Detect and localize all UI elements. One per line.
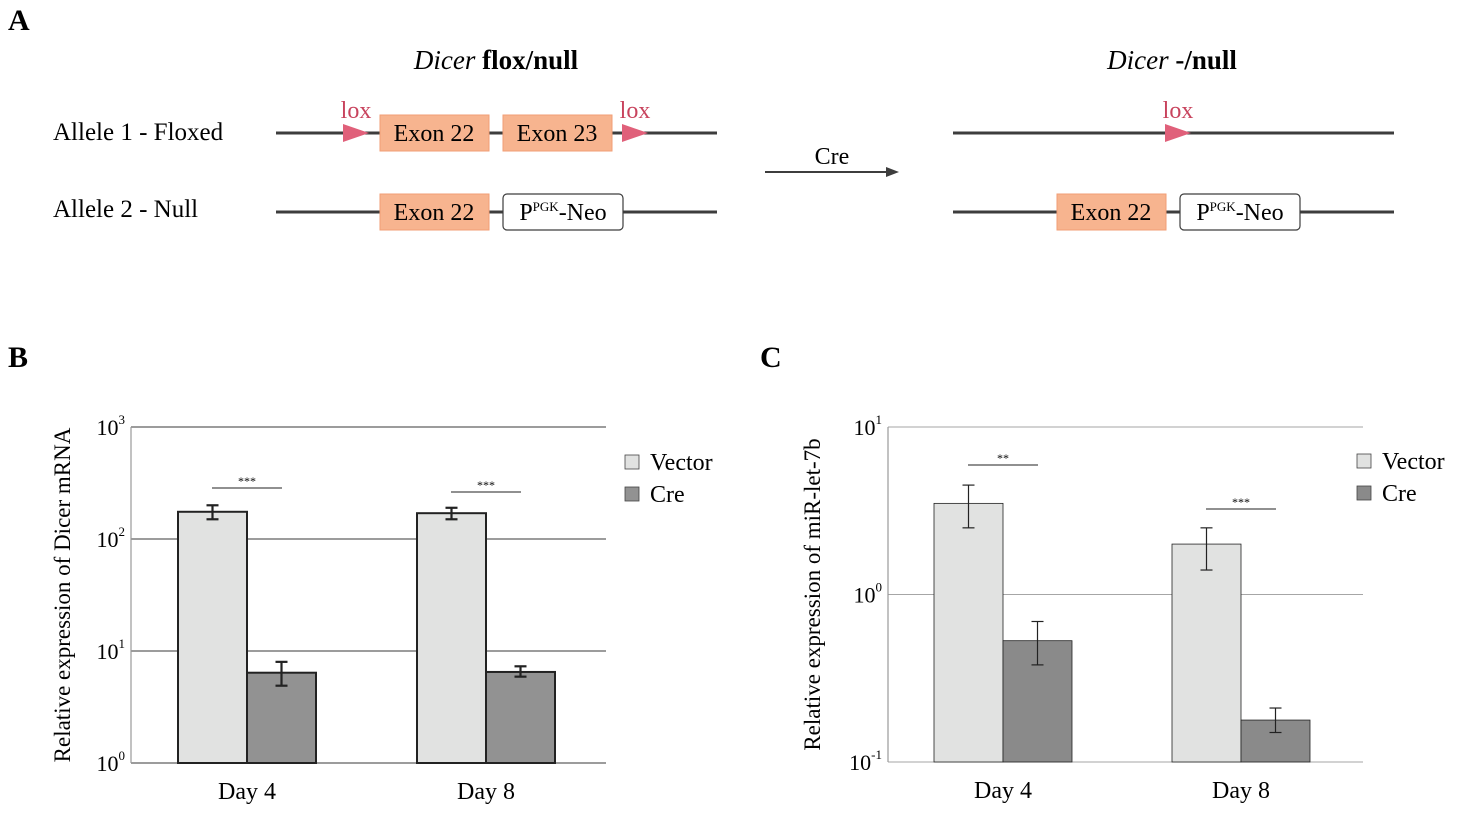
- y-tick-label-0: 10-1: [849, 747, 882, 775]
- bar-vector-1: [1171, 543, 1242, 763]
- y-tick-exp: 1: [119, 636, 126, 651]
- lox-left-2-label: lox: [620, 98, 651, 124]
- legend-label-vector: Vector: [650, 450, 713, 476]
- left-title-italic: Dicer: [413, 45, 476, 75]
- lox-left-2-icon: [622, 124, 648, 142]
- pgk-neo-label-right: PPGK-Neo: [1196, 199, 1283, 226]
- x-category-label-0: Day 4: [974, 778, 1032, 804]
- exon22-box-right: [1056, 193, 1167, 231]
- bar-vector-0: [177, 510, 248, 764]
- y-tick-label-1: 101: [97, 636, 126, 664]
- cre-arrow-label: Cre: [815, 144, 850, 170]
- y-axis-title: Relative expression of miR-let-7b: [800, 438, 825, 750]
- legend-swatch-vector: [1356, 453, 1372, 469]
- bar-vector-0: [933, 502, 1004, 763]
- y-tick-base: 10: [849, 750, 871, 775]
- neo-sup-left: PGK: [533, 199, 560, 214]
- neo-suffix-right: -Neo: [1236, 200, 1284, 226]
- exon23-box-a1: [502, 114, 613, 152]
- allele1-label: Allele 1 - Floxed: [53, 119, 224, 146]
- allele2-label: Allele 2 - Null: [53, 196, 198, 223]
- panel-a-letter: A: [8, 4, 30, 37]
- significance-stars-0: **: [997, 451, 1009, 465]
- right-title-italic: Dicer: [1106, 45, 1169, 75]
- y-tick-label-0: 100: [97, 748, 126, 776]
- legend-label-vector: Vector: [1382, 449, 1445, 475]
- pgk-neo-label-left: PPGK-Neo: [519, 199, 606, 226]
- y-tick-label-2: 102: [97, 524, 126, 552]
- arrow-right-icon: [886, 167, 899, 177]
- y-tick-exp: 2: [119, 524, 126, 539]
- y-tick-label-3: 103: [97, 412, 126, 440]
- x-category-label-1: Day 8: [457, 779, 515, 805]
- bar-vector-1: [416, 512, 487, 764]
- left-title-rest: flox/null: [482, 45, 579, 75]
- panel-b-letter: B: [8, 341, 28, 374]
- y-tick-base: 10: [97, 415, 119, 440]
- y-tick-exp: 0: [876, 580, 883, 595]
- lox-right-icon: [1165, 124, 1191, 142]
- significance-stars-0: ***: [238, 474, 256, 488]
- exon22-label-a1: Exon 22: [394, 121, 475, 147]
- x-category-label-1: Day 8: [1212, 778, 1270, 804]
- bar-cre-0: [246, 671, 317, 764]
- y-tick-label-1: 100: [854, 580, 883, 608]
- y-tick-base: 10: [97, 527, 119, 552]
- neo-suffix-left: -Neo: [559, 200, 607, 226]
- neo-sup-right: PGK: [1210, 199, 1237, 214]
- legend-label-cre: Cre: [1382, 481, 1417, 507]
- y-tick-label-2: 101: [854, 412, 883, 440]
- exon22-box-a1: [379, 114, 490, 152]
- legend-swatch-cre: [624, 486, 640, 502]
- y-tick-exp: 1: [876, 412, 883, 427]
- neo-prefix-right: P: [1196, 200, 1209, 226]
- neo-prefix-left: P: [519, 200, 532, 226]
- significance-stars-1: ***: [1232, 495, 1250, 509]
- legend-label-cre: Cre: [650, 482, 685, 508]
- y-tick-base: 10: [97, 639, 119, 664]
- x-category-label-0: Day 4: [218, 779, 276, 805]
- significance-stars-1: ***: [477, 478, 495, 492]
- pgk-neo-box-left: [502, 193, 624, 231]
- lox-left-1-label: lox: [341, 98, 372, 124]
- exon22-label-right: Exon 22: [1071, 200, 1152, 226]
- pgk-neo-box-right: [1179, 193, 1301, 231]
- y-tick-exp: 3: [119, 412, 126, 427]
- lox-right-label: lox: [1163, 98, 1194, 124]
- panel-c-letter: C: [760, 341, 782, 374]
- exon22-box-a2: [379, 193, 490, 231]
- panel-a: A Dicer flox/null Dicer -/null Allele 1 …: [8, 4, 1394, 231]
- exon23-label-a1: Exon 23: [517, 121, 598, 147]
- y-tick-base: 10: [854, 583, 876, 608]
- y-tick-exp: -1: [871, 747, 882, 762]
- y-tick-exp: 0: [119, 748, 126, 763]
- exon22-label-a2: Exon 22: [394, 200, 475, 226]
- right-title-rest: -/null: [1175, 45, 1237, 75]
- lox-left-1-icon: [343, 124, 369, 142]
- right-genotype-title: Dicer -/null: [1106, 45, 1237, 75]
- bar-cre-1: [485, 670, 556, 764]
- legend-swatch-vector: [624, 454, 640, 470]
- left-genotype-title: Dicer flox/null: [413, 45, 579, 75]
- y-axis-title: Relative expression of Dicer mRNA: [50, 427, 75, 762]
- y-tick-base: 10: [854, 415, 876, 440]
- y-tick-base: 10: [97, 751, 119, 776]
- legend-swatch-cre: [1356, 485, 1372, 501]
